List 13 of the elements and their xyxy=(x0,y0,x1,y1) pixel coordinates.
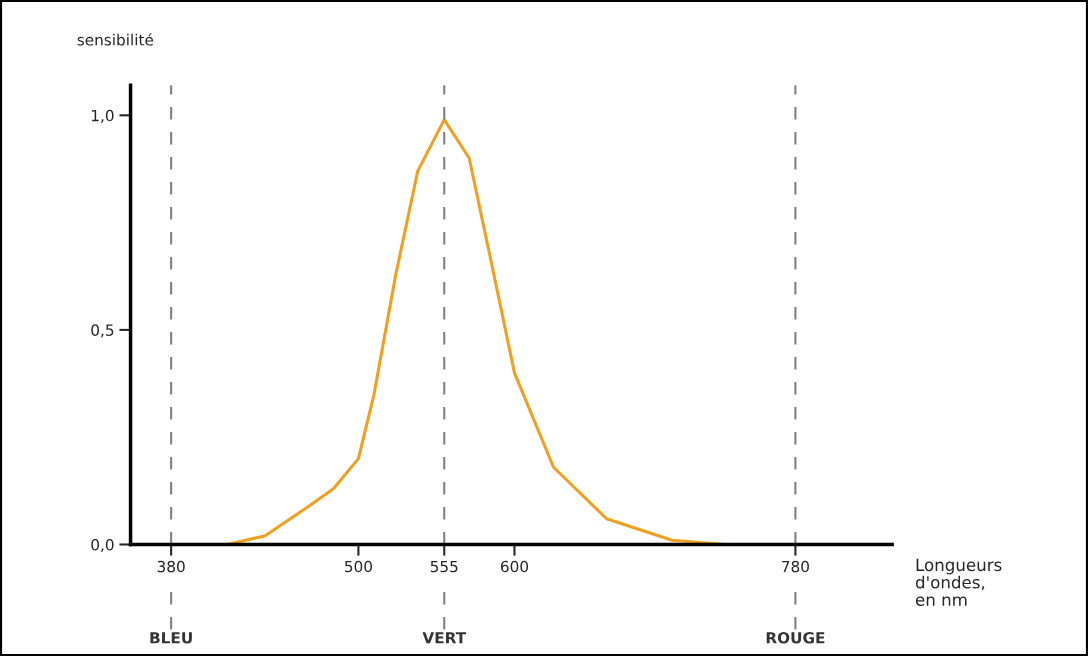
y-tick-label: 0,5 xyxy=(91,324,114,338)
x-tick-label: 380 xyxy=(157,560,185,573)
x-tick-label: 500 xyxy=(345,560,372,573)
x-tick-label: 600 xyxy=(500,560,529,573)
y-tick-label: 0,0 xyxy=(91,538,114,553)
y-tick-label: 1,0 xyxy=(91,109,114,123)
x-axis-title: Longueurs d'ondes, en nm xyxy=(915,558,1002,606)
text: ROUGE xyxy=(766,632,825,644)
x-tick-label: 780 xyxy=(782,560,809,573)
text: BLEU xyxy=(150,632,192,644)
y-axis-title: sensibilité xyxy=(77,33,154,46)
x-tick-label: 555 xyxy=(430,560,458,573)
text: VERT xyxy=(422,632,467,644)
